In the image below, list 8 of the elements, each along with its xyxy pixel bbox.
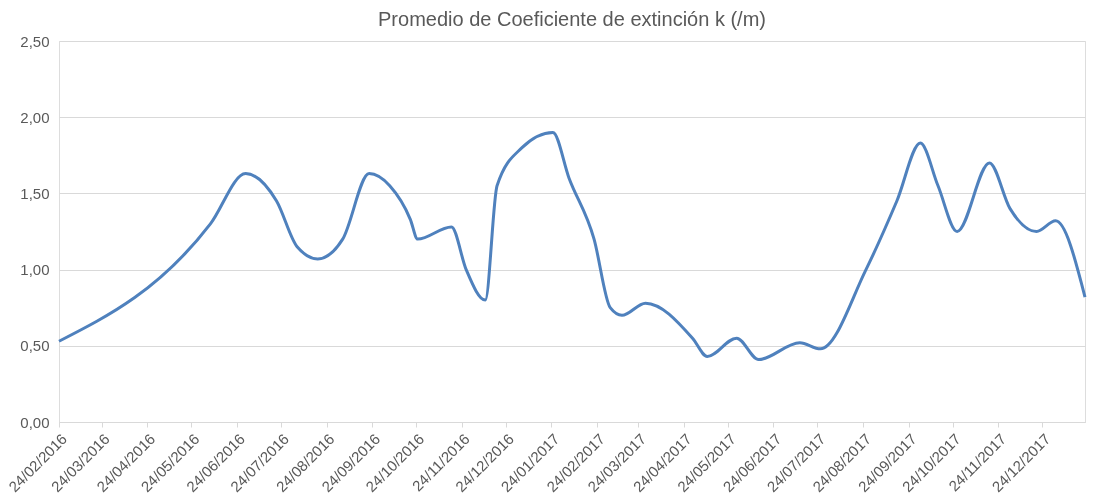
y-tick-label: 1,00 <box>20 261 50 279</box>
y-tick-label: 2,00 <box>20 108 50 126</box>
y-tick-label: 1,50 <box>20 184 50 202</box>
y-tick-label: 0,00 <box>20 413 50 431</box>
y-tick-label: 0,50 <box>20 337 50 355</box>
y-tick-label: 2,50 <box>20 32 50 50</box>
chart-title: Promedio de Coeficiente de extinción k (/m) <box>378 8 766 30</box>
line-series <box>57 130 1087 362</box>
